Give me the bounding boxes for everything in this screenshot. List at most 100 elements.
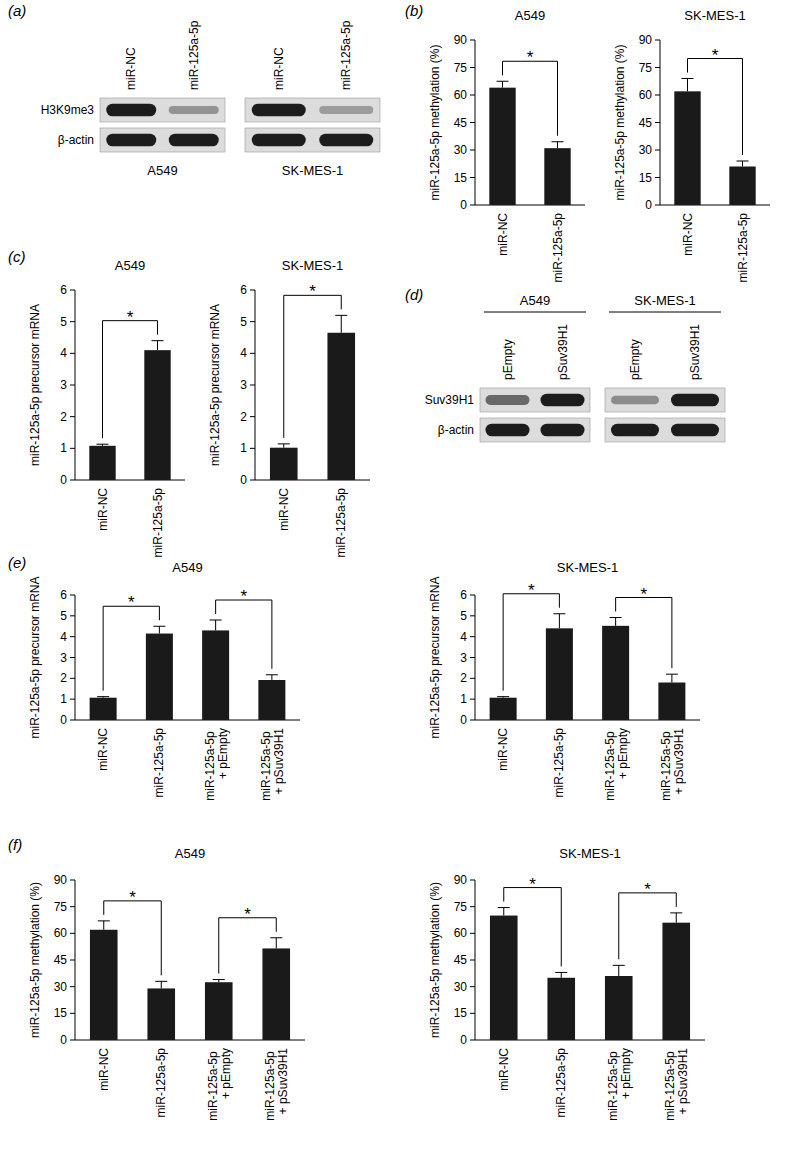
- significance-bracket: [103, 606, 159, 690]
- y-tick: [250, 416, 255, 417]
- chart-title: A549: [515, 8, 545, 23]
- error-bar: [153, 626, 165, 633]
- x-tick-label: miR-125a-5p: [152, 728, 166, 798]
- error-bar: [610, 618, 622, 626]
- y-tick-label: 0: [645, 198, 652, 212]
- error-bar: [270, 938, 282, 949]
- y-tick-label: 2: [60, 410, 67, 424]
- blot: pEmptypSuv39H1SK-MES-1: [605, 293, 725, 442]
- chart-title: SK-MES-1: [282, 258, 343, 273]
- chart-title: A549: [115, 258, 145, 273]
- y-tick-label: 6: [460, 588, 467, 602]
- bar: [205, 982, 233, 1040]
- y-tick: [70, 448, 75, 449]
- significance-bracket: [503, 594, 559, 691]
- error-bar: [666, 674, 678, 682]
- group-line: [484, 312, 586, 313]
- y-tick: [470, 699, 475, 700]
- bar: [258, 680, 285, 720]
- bar: [489, 88, 515, 205]
- error-bar: [613, 965, 625, 976]
- blot-strip: [100, 128, 225, 152]
- blot: miR-NCmiR-125a-5pA549H3K9me3β-actin: [41, 20, 225, 178]
- bar: [547, 978, 575, 1040]
- significance-bracket: [219, 918, 277, 974]
- y-tick-label: 60: [639, 88, 653, 102]
- y-tick: [470, 720, 475, 721]
- error-bar: [152, 341, 164, 351]
- error-bar: [97, 444, 109, 446]
- bar: [262, 948, 290, 1040]
- bar: [89, 446, 115, 480]
- error-bar: [497, 81, 509, 87]
- band: [541, 424, 585, 437]
- y-tick-label: 75: [54, 900, 68, 914]
- bar-chart: SK-MES-10123456miR-125a-5p precursor mRN…: [428, 560, 700, 801]
- blot-title: SK-MES-1: [634, 293, 695, 308]
- band: [169, 134, 219, 147]
- y-tick: [655, 40, 660, 41]
- y-tick: [70, 678, 75, 679]
- x-tick-label: miR-125a-5p: [552, 728, 566, 798]
- y-axis-label: miR-125a-5p precursor mRNA: [428, 576, 442, 738]
- bar: [546, 628, 573, 720]
- y-tick-label: 2: [460, 671, 467, 685]
- significance-label: *: [309, 282, 316, 301]
- y-tick: [470, 67, 475, 68]
- blot: pEmptypSuv39H1A549Suv39H1β-actin: [425, 293, 590, 442]
- error-bar: [553, 614, 565, 629]
- row-label: H3K9me3: [41, 103, 95, 117]
- x-tick-label: miR-NC: [277, 488, 291, 531]
- bar: [674, 91, 700, 205]
- y-tick-label: 2: [240, 410, 247, 424]
- chart-title: A549: [175, 846, 205, 861]
- band: [106, 134, 156, 147]
- y-tick-label: 4: [460, 630, 467, 644]
- y-tick: [655, 122, 660, 123]
- significance-label: *: [644, 880, 651, 899]
- x-tick-label: miR-125a-5p + pEmpty: [606, 1048, 633, 1121]
- blot: miR-NCmiR-125a-5pSK-MES-1: [245, 20, 380, 178]
- error-bar: [670, 913, 682, 923]
- x-tick-label: miR-125a-5p + pSuv39H1: [659, 728, 686, 801]
- significance-bracket: [504, 888, 562, 967]
- lane-label: pSuv39H1: [688, 324, 702, 380]
- y-tick: [70, 1040, 75, 1041]
- marks: [90, 620, 286, 720]
- y-tick-label: 3: [460, 651, 467, 665]
- figure: (a)miR-NCmiR-125a-5pA549H3K9me3β-actinmi…: [0, 0, 785, 1174]
- error-bar: [682, 79, 694, 92]
- y-tick: [70, 595, 75, 596]
- band: [252, 104, 306, 117]
- chart-title: SK-MES-1: [559, 846, 620, 861]
- error-bar: [97, 697, 109, 698]
- y-tick-label: 5: [60, 609, 67, 623]
- x-tick-label: miR-125a-5p: [151, 488, 165, 558]
- y-tick-label: 5: [60, 315, 67, 329]
- bar: [490, 916, 518, 1040]
- y-tick-label: 1: [60, 692, 67, 706]
- marks: [90, 921, 290, 1040]
- error-bar: [497, 697, 509, 698]
- marks: [89, 341, 170, 480]
- y-tick: [470, 177, 475, 178]
- row-label: β-actin: [58, 133, 94, 147]
- bar: [146, 634, 173, 720]
- y-tick: [250, 353, 255, 354]
- band: [486, 395, 530, 405]
- y-tick-label: 5: [460, 609, 467, 623]
- y-tick-label: 3: [60, 651, 67, 665]
- y-axis-label: miR-125a-5p precursor mRNA: [208, 304, 222, 466]
- bar: [605, 976, 633, 1040]
- significance-label: *: [712, 46, 719, 65]
- y-tick: [470, 40, 475, 41]
- x-tick-label: miR-125a-5p + pSuv39H1: [663, 1048, 690, 1121]
- y-tick-label: 5: [240, 315, 247, 329]
- bar: [658, 683, 685, 721]
- significance-label: *: [528, 581, 535, 600]
- row-label: Suv39H1: [425, 393, 475, 407]
- blot-strip: [245, 128, 380, 152]
- bar: [270, 448, 298, 480]
- y-tick-label: 90: [454, 33, 468, 47]
- significance-label: *: [527, 48, 534, 67]
